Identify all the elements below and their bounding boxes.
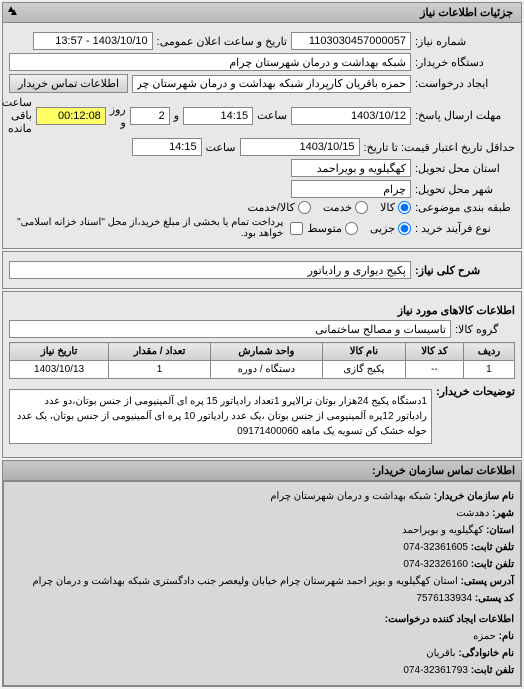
radio-both-input[interactable] (298, 201, 311, 214)
need-number-input[interactable] (291, 32, 411, 50)
city-input[interactable] (291, 180, 411, 198)
contact-province: کهگیلویه و بویراحمد (402, 525, 483, 536)
radio-both[interactable]: کالا/خدمت (248, 201, 311, 214)
announce-date-label: تاریخ و ساعت اعلان عمومی: (157, 35, 287, 48)
cell-qty: 1 (109, 361, 211, 379)
cell-name: پکیج گازی (322, 361, 405, 379)
buyer-name-input[interactable] (9, 53, 411, 71)
panel-title: جزئیات اطلاعات نیاز (420, 7, 513, 19)
contact-city: دهدشت (456, 508, 489, 519)
creator-phone-label: تلفن ثابت: (471, 665, 514, 676)
group-label: گروه کالا: (455, 323, 515, 336)
org-value: شبکه بهداشت و درمان شهرستان چرام (270, 491, 431, 502)
desc-label: شرح کلی نیاز: (415, 264, 515, 277)
phone-label: تلفن ثابت: (471, 542, 514, 553)
contact-header: اطلاعات تماس سازمان خریدار: ▲ (3, 461, 521, 481)
th-qty: تعداد / مقدار (109, 343, 211, 361)
contact-province-label: استان: (486, 525, 514, 536)
items-table: ردیف کد کالا نام کالا واحد شمارش تعداد /… (9, 342, 515, 379)
items-title: اطلاعات کالاهای مورد نیاز (9, 304, 515, 317)
requester-input[interactable] (132, 75, 411, 93)
radio-minor[interactable]: جزیی (370, 222, 411, 235)
address-value: استان کهگیلویه و بویر احمد شهرستان چرام … (32, 576, 457, 587)
deadline-date-input[interactable] (291, 107, 411, 125)
days-left-input (130, 107, 170, 125)
deadline-time-input[interactable] (183, 107, 253, 125)
payment-note: پرداخت تمام یا بخشی از مبلغ خرید،از محل … (9, 217, 283, 239)
treasury-checkbox[interactable]: پرداخت تمام یا بخشی از مبلغ خرید،از محل … (9, 217, 303, 239)
cell-code: -- (406, 361, 464, 379)
family-value: باقریان (426, 648, 455, 659)
fax-value: 32326160-074 (403, 559, 468, 570)
fax-label: تلفن ثابت: (471, 559, 514, 570)
price-validity-label: حداقل تاریخ اعتبار قیمت: تا تاریخ: (364, 141, 515, 154)
panel-header: جزئیات اطلاعات نیاز ▲ (3, 3, 521, 23)
buyer-name-label: دستگاه خریدار: (415, 56, 515, 69)
requester-label: ایجاد درخواست: (415, 77, 515, 90)
category-radio-group: کالا خدمت کالا/خدمت (248, 201, 411, 214)
city-label: شهر محل تحویل: (415, 183, 515, 196)
table-row[interactable]: 1 -- پکیج گازی دستگاه / دوره 1 1403/10/1… (10, 361, 515, 379)
time-label-2: ساعت (206, 141, 236, 154)
process-label: نوع فرآیند خرید : (415, 222, 515, 235)
category-label: طبقه بندی موضوعی: (415, 201, 515, 214)
radio-service[interactable]: خدمت (323, 201, 368, 214)
announce-date-input[interactable] (33, 32, 153, 50)
days-text: روز و (110, 103, 126, 129)
creator-section: اطلاعات ایجاد کننده درخواست: (10, 611, 514, 628)
postal-value: 7576133934 (416, 593, 472, 604)
collapse-icon-2[interactable]: ▲ (6, 4, 16, 15)
th-row: ردیف (463, 343, 514, 361)
th-name: نام کالا (322, 343, 405, 361)
radio-service-input[interactable] (355, 201, 368, 214)
creator-phone-value: 32361793-074 (403, 665, 468, 676)
radio-medium-input[interactable] (345, 222, 358, 235)
time-label: ساعت (257, 109, 287, 122)
radio-minor-input[interactable] (398, 222, 411, 235)
contact-body: نام سازمان خریدار: شبکه بهداشت و درمان ش… (3, 481, 521, 686)
org-label: نام سازمان خریدار: (434, 491, 514, 502)
address-label: آدرس پستی: (461, 576, 514, 587)
need-details-panel: جزئیات اطلاعات نیاز ▲ شماره نیاز: تاریخ … (2, 2, 522, 249)
radio-goods[interactable]: کالا (380, 201, 411, 214)
province-label: استان محل تحویل: (415, 162, 515, 175)
name-label: نام: (499, 631, 514, 642)
price-time-input[interactable] (132, 138, 202, 156)
phone-value: 32361605-074 (403, 542, 468, 553)
need-number-label: شماره نیاز: (415, 35, 515, 48)
items-panel: اطلاعات کالاهای مورد نیاز گروه کالا: ردی… (2, 291, 522, 458)
th-date: تاریخ نیاز (10, 343, 109, 361)
contact-city-label: شهر: (492, 508, 514, 519)
treasury-checkbox-input[interactable] (290, 222, 303, 235)
radio-medium[interactable]: متوسط (307, 222, 358, 235)
name-value: حمزه (473, 631, 496, 642)
postal-label: کد پستی: (475, 593, 514, 604)
price-date-input[interactable] (240, 138, 360, 156)
and-label: و (174, 109, 179, 122)
contact-panel: اطلاعات تماس سازمان خریدار: ▲ نام سازمان… (2, 460, 522, 687)
cell-unit: دستگاه / دوره (211, 361, 323, 379)
buyer-spec-label: توضیحات خریدار: (436, 385, 515, 398)
remaining-label: ساعت باقی مانده (2, 96, 32, 135)
contact-buyer-button[interactable]: اطلاعات تماس خریدار (9, 74, 128, 93)
family-label: نام خانوادگی: (458, 648, 514, 659)
contact-title: اطلاعات تماس سازمان خریدار: (372, 465, 515, 477)
province-input[interactable] (291, 159, 411, 177)
th-unit: واحد شمارش (211, 343, 323, 361)
deadline-label: مهلت ارسال پاسخ: (415, 109, 515, 122)
th-code: کد کالا (406, 343, 464, 361)
buyer-spec-text: 1دستگاه پکیج 24هزار بوتان ترالاپرو 1تعدا… (9, 389, 432, 444)
time-left-input (36, 107, 106, 125)
cell-row: 1 (463, 361, 514, 379)
need-desc-panel: شرح کلی نیاز: (2, 251, 522, 289)
group-input[interactable] (9, 320, 451, 338)
radio-goods-input[interactable] (398, 201, 411, 214)
desc-input[interactable] (9, 261, 411, 279)
process-radio-group: جزیی متوسط (307, 222, 411, 235)
cell-date: 1403/10/13 (10, 361, 109, 379)
